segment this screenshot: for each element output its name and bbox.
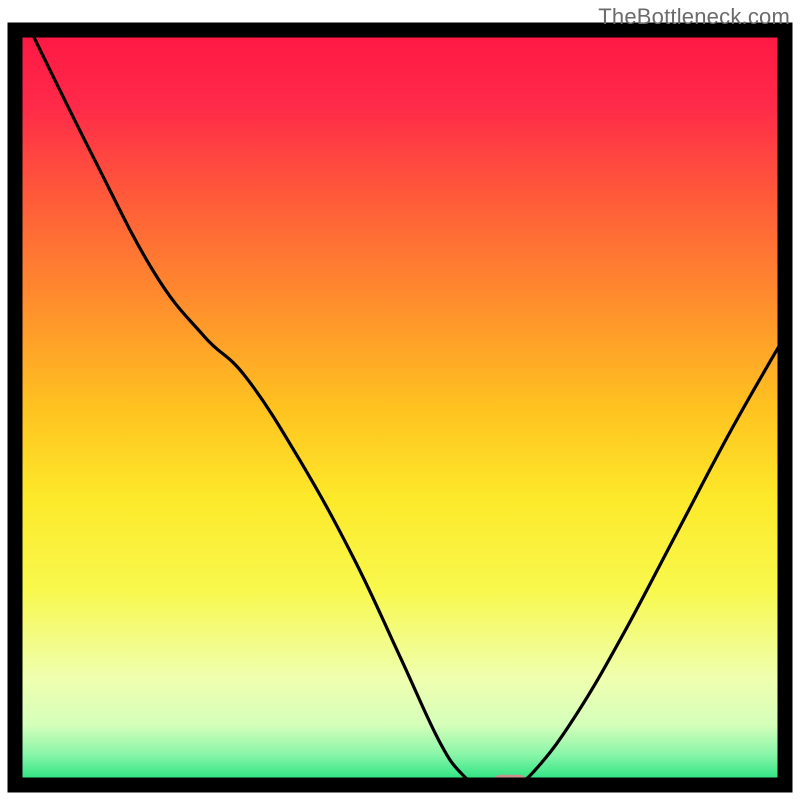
bottleneck-chart: TheBottleneck.com — [0, 0, 800, 800]
watermark-text: TheBottleneck.com — [598, 4, 790, 30]
chart-svg — [0, 0, 800, 800]
gradient-background — [15, 30, 785, 785]
